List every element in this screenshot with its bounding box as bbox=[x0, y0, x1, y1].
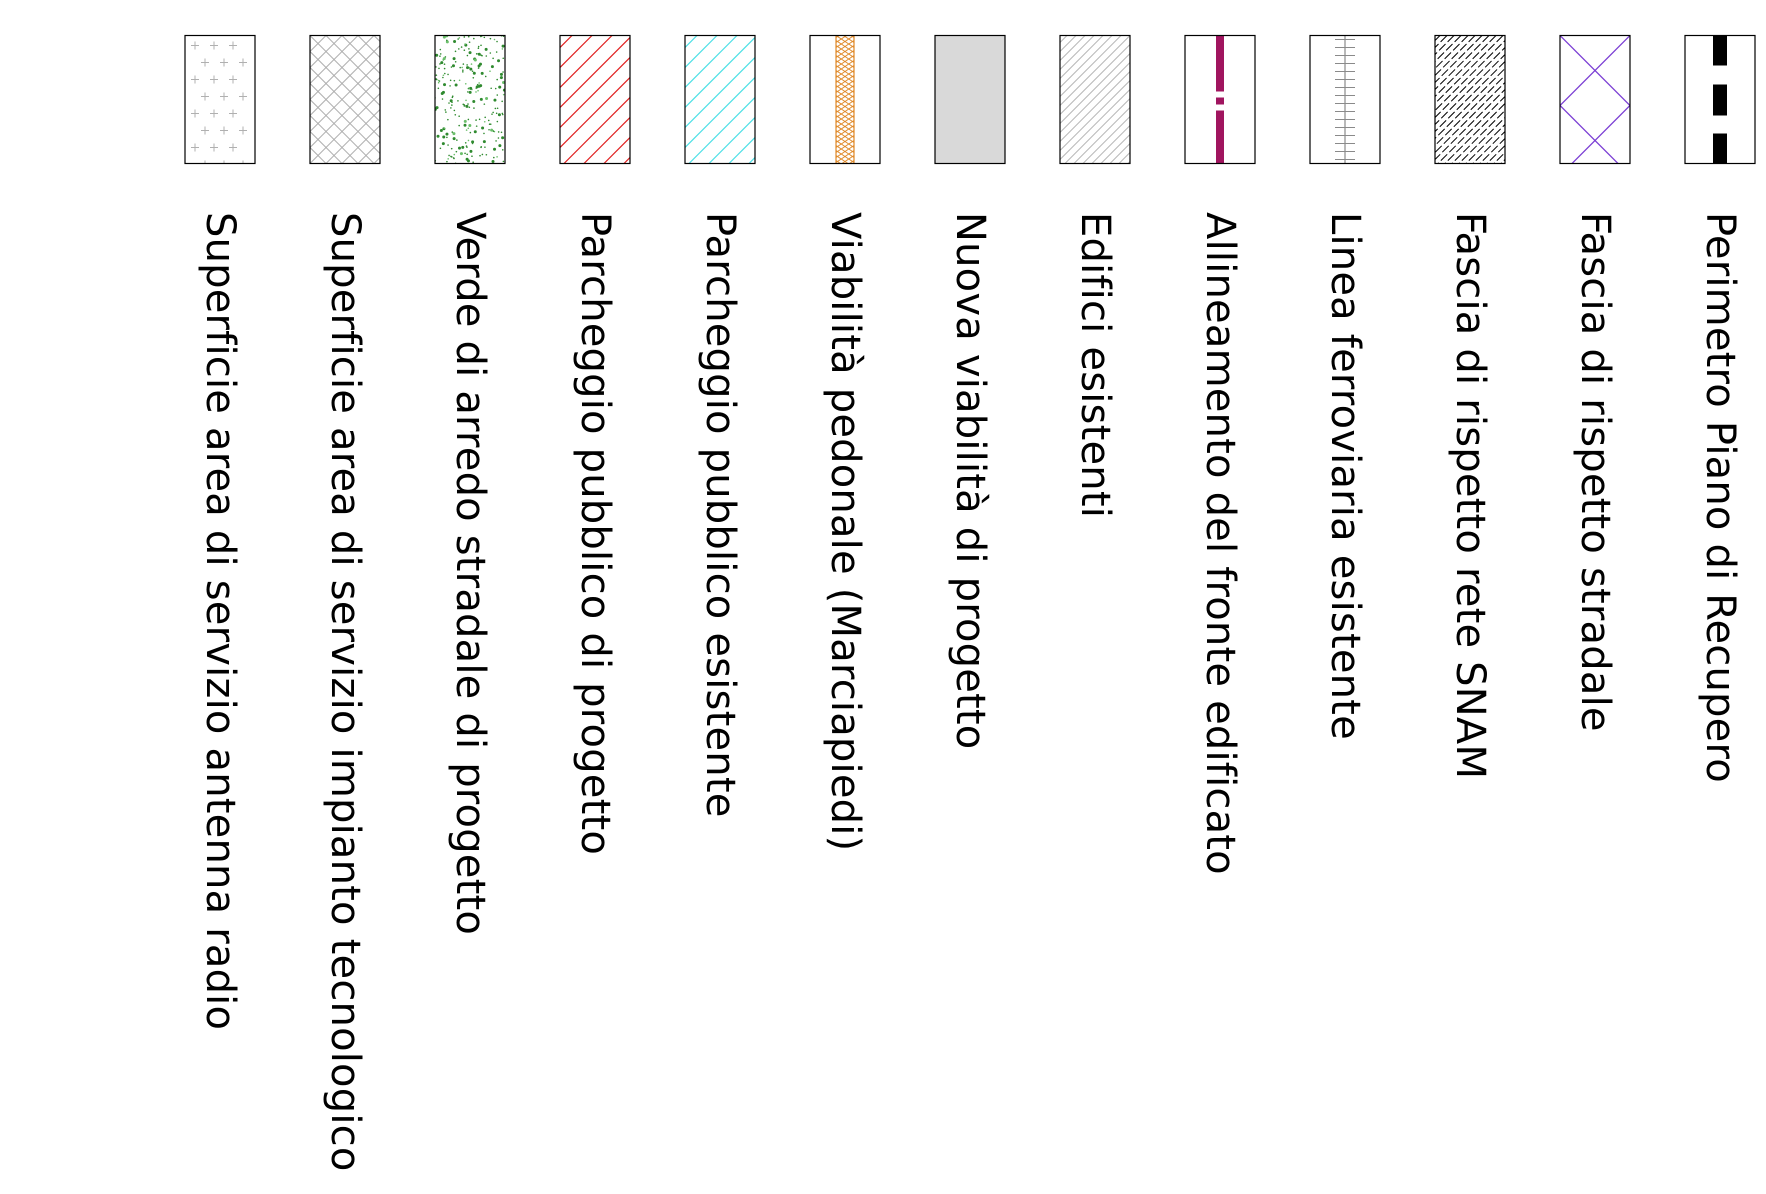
legend-swatch bbox=[934, 34, 1006, 165]
legend-item: Superficie area di servizio impianto tec… bbox=[305, 0, 445, 1194]
legend-swatch bbox=[809, 34, 881, 165]
legend-swatch bbox=[309, 34, 381, 165]
legend-label: Fascia di rispetto rete SNAM bbox=[1447, 212, 1493, 780]
legend-swatch bbox=[1309, 34, 1381, 165]
legend-item: Allineamento del fronte edificato bbox=[1180, 0, 1320, 1194]
legend-label: Perimetro Piano di Recupero bbox=[1697, 212, 1743, 783]
legend-label: Superficie area di servizio antenna radi… bbox=[197, 212, 243, 1031]
legend-item: Parcheggio pubblico esistente bbox=[680, 0, 820, 1194]
legend-swatch bbox=[684, 34, 756, 165]
legend-label: Edifici esistenti bbox=[1072, 212, 1118, 519]
legend-swatch bbox=[184, 34, 256, 165]
legend-swatch bbox=[1184, 34, 1256, 165]
legend-item: Linea ferroviaria esistente bbox=[1305, 0, 1445, 1194]
legend-label: Parcheggio pubblico di progetto bbox=[572, 212, 618, 856]
legend-item: Fascia di rispetto rete SNAM bbox=[1430, 0, 1570, 1194]
legend-swatch bbox=[1559, 34, 1631, 165]
legend-item: Verde di arredo stradale di progetto bbox=[430, 0, 570, 1194]
legend-item: Viabilità pedonale (Marciapiedi) bbox=[805, 0, 945, 1194]
legend-item: Parcheggio pubblico di progetto bbox=[555, 0, 695, 1194]
legend-swatch bbox=[1434, 34, 1506, 165]
legend-label: Parcheggio pubblico esistente bbox=[697, 212, 743, 818]
legend-item: Edifici esistenti bbox=[1055, 0, 1195, 1194]
legend-item: Perimetro Piano di Recupero bbox=[1680, 0, 1766, 1194]
legend-swatch bbox=[1059, 34, 1131, 165]
legend-label: Viabilità pedonale (Marciapiedi) bbox=[822, 212, 868, 852]
legend-swatch bbox=[1684, 34, 1756, 165]
legend-label: Verde di arredo stradale di progetto bbox=[447, 212, 493, 936]
legend-swatch bbox=[434, 34, 506, 165]
legend-label: Linea ferroviaria esistente bbox=[1322, 212, 1368, 740]
legend-label: Nuova viabilità di progetto bbox=[947, 212, 993, 750]
legend-label: Fascia di rispetto stradale bbox=[1572, 212, 1618, 732]
legend-swatch bbox=[559, 34, 631, 165]
legend-item: Superficie area di servizio antenna radi… bbox=[180, 0, 320, 1194]
legend-label: Superficie area di servizio impianto tec… bbox=[322, 212, 368, 1172]
legend-item: Fascia di rispetto stradale bbox=[1555, 0, 1695, 1194]
legend-item: Nuova viabilità di progetto bbox=[930, 0, 1070, 1194]
legend-label: Allineamento del fronte edificato bbox=[1197, 212, 1243, 875]
